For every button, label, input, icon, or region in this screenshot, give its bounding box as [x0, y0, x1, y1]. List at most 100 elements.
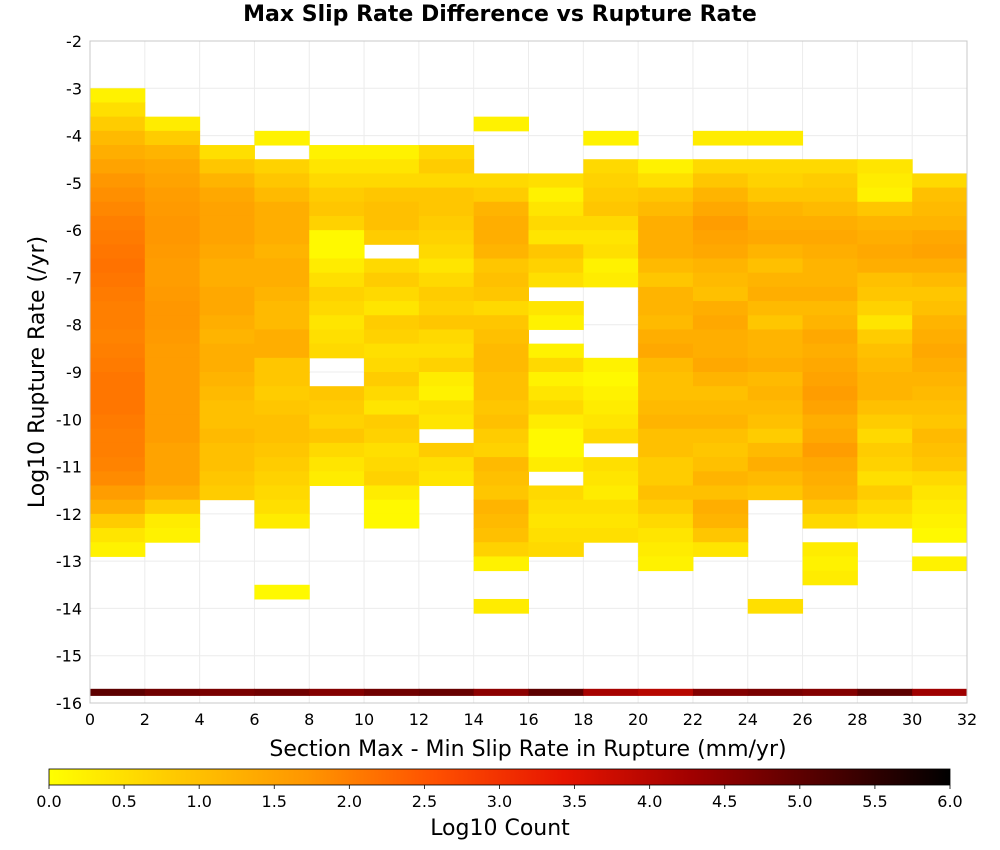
heatmap-cell — [254, 258, 310, 274]
heatmap-cell — [747, 272, 804, 288]
heatmap-cell — [473, 116, 529, 132]
heatmap-cell — [144, 173, 201, 189]
heatmap-cell — [747, 130, 804, 146]
colorbar-tick-label: 0.5 — [111, 792, 136, 811]
heatmap-cell — [309, 343, 365, 359]
heatmap-cell — [528, 428, 584, 444]
heatmap-cell — [254, 130, 310, 146]
heatmap-cell — [254, 187, 310, 203]
heatmap-cell — [309, 258, 365, 274]
heatmap-cell — [912, 457, 968, 472]
heatmap-cell — [364, 173, 420, 189]
strip-cell — [473, 688, 529, 696]
heatmap-cell — [144, 485, 201, 501]
heatmap-cell — [254, 315, 310, 330]
heatmap-cell — [912, 315, 968, 330]
heatmap-cell — [418, 457, 475, 472]
heatmap-cell — [199, 414, 255, 430]
heatmap-cell — [802, 201, 858, 217]
heatmap-cell — [199, 145, 255, 160]
heatmap-cell — [199, 343, 255, 359]
heatmap-cell — [144, 315, 201, 330]
heatmap-cell — [418, 159, 475, 174]
colorbar-tick-label: 1.5 — [262, 792, 287, 811]
heatmap-cell — [692, 173, 749, 189]
heatmap-cell — [638, 343, 694, 359]
heatmap-cell — [747, 372, 804, 387]
heatmap-cell — [90, 499, 146, 515]
heatmap-cell — [638, 372, 694, 387]
y-tick-labels: -2 -3 -4 -5 -6 -7 -8 -9 -10 -11 -12 -13 -14 -15 -16 — [56, 32, 82, 713]
heatmap-cell — [199, 272, 255, 288]
heatmap-cell — [692, 329, 749, 345]
heatmap-cell — [857, 301, 913, 316]
strip-cell — [199, 688, 255, 696]
heatmap-cell — [638, 230, 694, 245]
heatmap-cell — [747, 244, 804, 260]
heatmap-cell — [802, 357, 858, 373]
heatmap-cell — [364, 471, 420, 486]
heatmap-cell — [912, 173, 968, 189]
heatmap-cell — [692, 230, 749, 245]
heatmap-cell — [418, 272, 475, 288]
heatmap-cell — [528, 372, 584, 387]
heatmap-cell — [473, 272, 529, 288]
heatmap-cell — [638, 357, 694, 373]
heatmap-cell — [90, 471, 146, 486]
heatmap-cell — [90, 357, 146, 373]
heatmap-cell — [254, 301, 310, 316]
heatmap-cell — [199, 173, 255, 189]
strip-cell — [583, 688, 639, 696]
heatmap-cell — [692, 272, 749, 288]
heatmap-cell — [144, 372, 201, 387]
heatmap-cell — [309, 244, 365, 260]
heatmap-cell — [418, 173, 475, 189]
heatmap-cell — [912, 329, 968, 345]
heatmap-cell — [473, 442, 529, 458]
heatmap-cell — [254, 272, 310, 288]
heatmap-cell — [802, 471, 858, 486]
heatmap-cell — [473, 286, 529, 302]
heatmap-cell — [199, 215, 255, 231]
colorbar-tick-label: 3.5 — [562, 792, 587, 811]
y-tick-label: -11 — [56, 458, 82, 477]
heatmap-cell — [857, 215, 913, 231]
colorbar-tick-label: 3.0 — [487, 792, 512, 811]
heatmap-cell — [90, 272, 146, 288]
heatmap-cell — [802, 428, 858, 444]
heatmap-cell — [912, 201, 968, 217]
heatmap-cell — [747, 386, 804, 401]
heatmap-cell — [857, 357, 913, 373]
heatmap-cell — [473, 386, 529, 401]
heatmap-cell — [528, 357, 584, 373]
heatmap-cell — [144, 215, 201, 231]
heatmap-cell — [364, 301, 420, 316]
heatmap-cell — [309, 315, 365, 330]
heatmap-cell — [692, 542, 749, 557]
heatmap-cell — [857, 159, 913, 174]
colorbar-tick-label: 5.0 — [787, 792, 812, 811]
heatmap-cell — [473, 400, 529, 416]
heatmap-cell — [747, 428, 804, 444]
heatmap-cell — [144, 343, 201, 359]
heatmap-cell — [199, 159, 255, 174]
heatmap-cell — [692, 201, 749, 217]
x-tick-label: 10 — [354, 710, 374, 729]
heatmap-cell — [199, 201, 255, 217]
heatmap-cell — [692, 258, 749, 274]
heatmap-cell — [473, 230, 529, 245]
heatmap-cell — [473, 414, 529, 430]
heatmap-cell — [583, 471, 639, 486]
heatmap-cell — [747, 230, 804, 245]
heatmap-cell — [802, 400, 858, 416]
strip-cell — [418, 688, 475, 696]
heatmap-cell — [90, 201, 146, 217]
heatmap-cell — [857, 499, 913, 515]
plot-frame — [89, 40, 968, 704]
heatmap-cell — [199, 230, 255, 245]
heatmap-cell — [638, 471, 694, 486]
heatmap-cell — [912, 244, 968, 260]
heatmap-cell — [473, 315, 529, 330]
heatmap-cell — [309, 187, 365, 203]
heatmap-cell — [254, 215, 310, 231]
